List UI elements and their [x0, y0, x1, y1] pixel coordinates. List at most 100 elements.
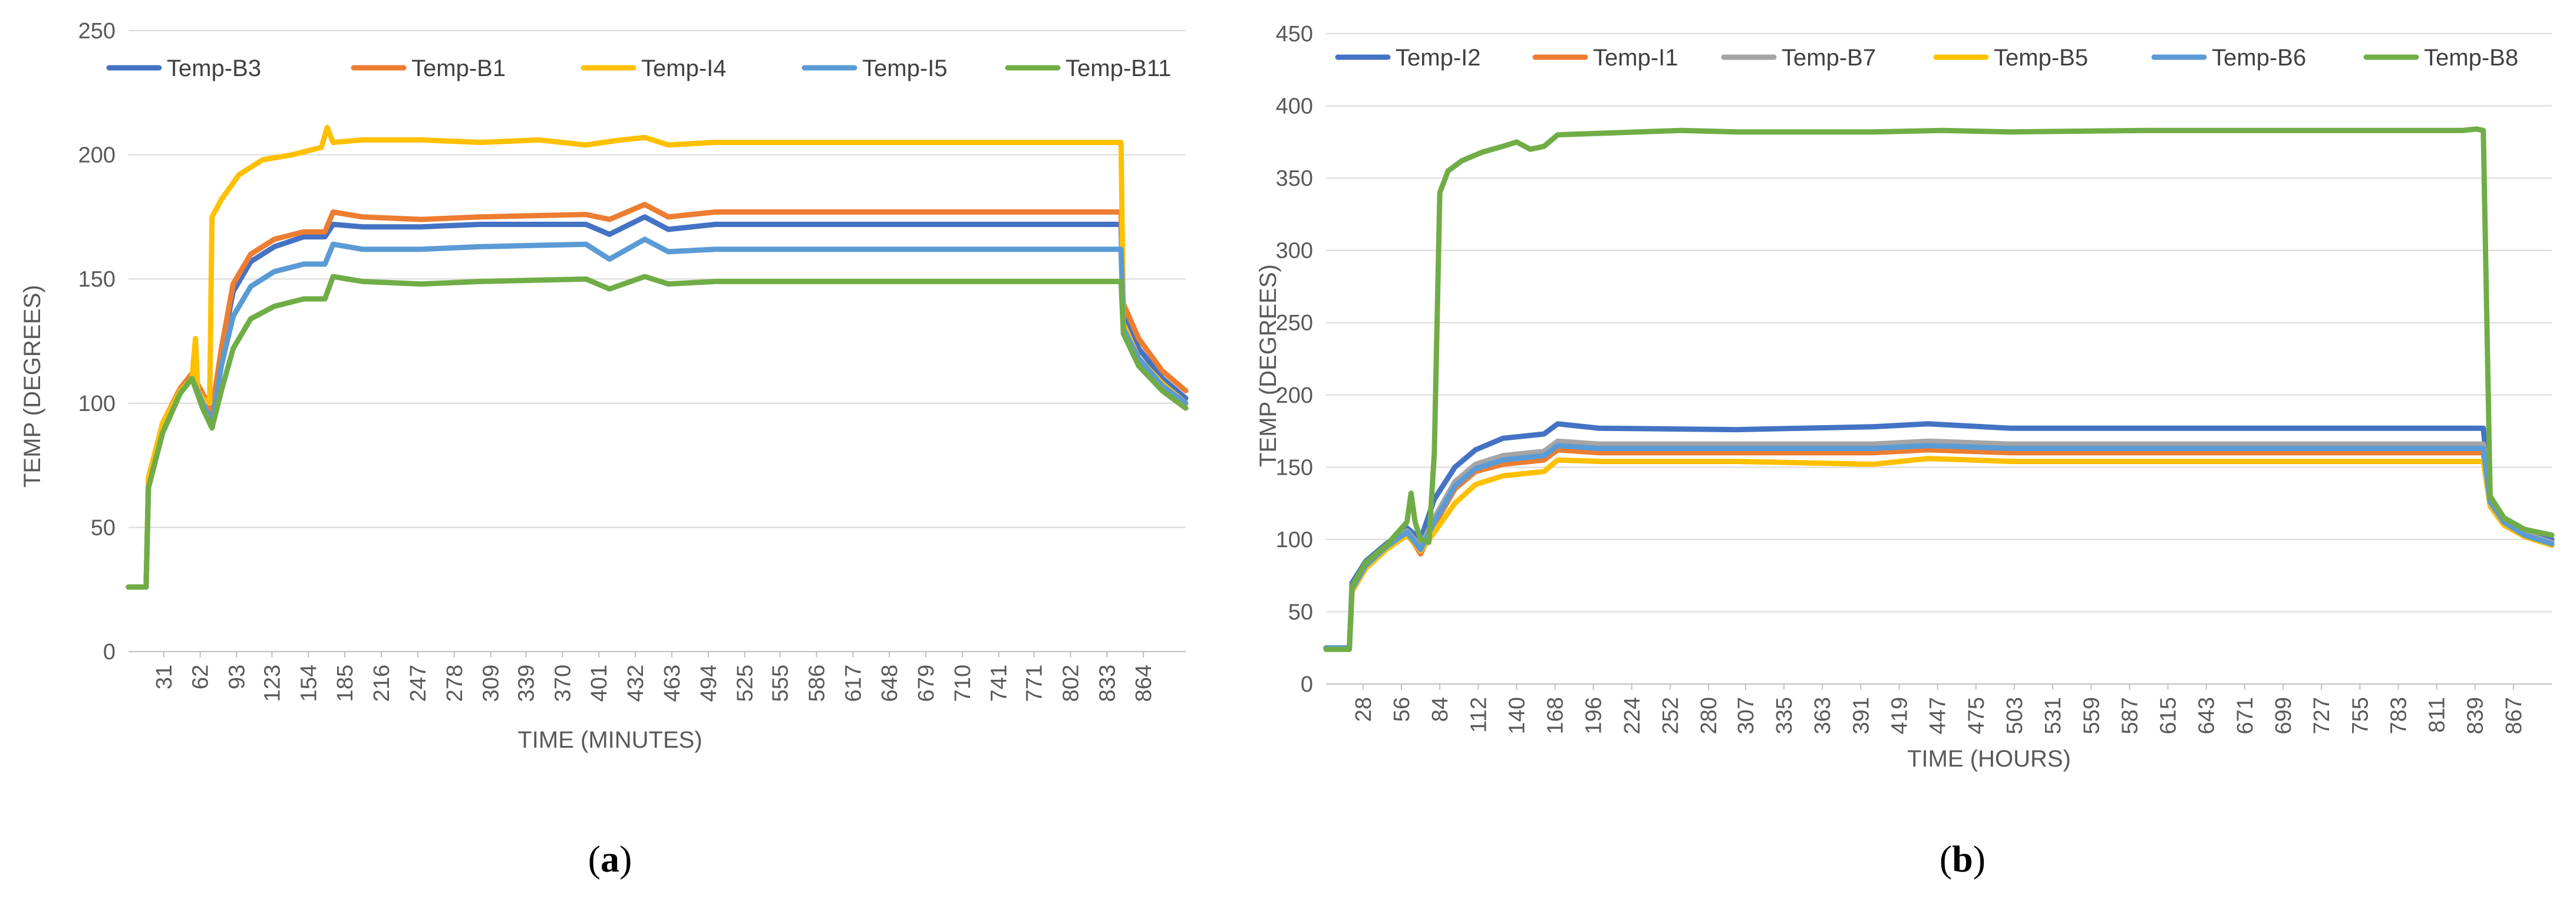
x-tick-label: 615	[2156, 697, 2181, 734]
x-tick-label: 783	[2386, 697, 2411, 734]
series-line-temp-b11	[126, 274, 1189, 590]
x-tick-label: 419	[1888, 697, 1912, 734]
caption-b: (b)	[1940, 838, 1985, 880]
x-tick-label: 741	[987, 665, 1012, 702]
x-tick-label: 503	[2003, 697, 2027, 734]
x-tick-label: 833	[1095, 665, 1120, 702]
y-tick-label: 200	[1276, 383, 1313, 408]
y-tick-label: 100	[78, 392, 116, 416]
x-tick-label: 771	[1023, 665, 1047, 702]
y-tick-label: 50	[1288, 600, 1313, 624]
x-axis-label: TIME (HOURS)	[1907, 746, 2071, 772]
x-tick-label: 699	[2271, 697, 2296, 734]
x-tick-label: 140	[1505, 697, 1529, 734]
x-axis-label: TIME (MINUTES)	[517, 727, 702, 753]
x-tick-label: 56	[1390, 697, 1414, 722]
x-tick-label: 28	[1351, 697, 1376, 722]
y-tick-label: 150	[1276, 455, 1313, 480]
x-tick-label: 494	[697, 665, 721, 702]
x-tick-label: 525	[733, 665, 758, 702]
x-tick-label: 839	[2463, 697, 2488, 734]
x-tick-label: 280	[1697, 697, 1721, 734]
x-tick-label: 679	[914, 665, 939, 702]
y-tick-label: 300	[1276, 239, 1313, 264]
x-tick-label: 309	[479, 665, 504, 702]
y-tick-label: 450	[1276, 22, 1313, 47]
series-line-temp-b1	[126, 202, 1189, 590]
x-tick-label: 216	[370, 665, 394, 702]
x-tick-label: 224	[1620, 697, 1645, 734]
series-line-temp-b5	[1323, 456, 2555, 651]
legend-label: Temp-B3	[167, 55, 261, 81]
y-tick-label: 150	[78, 267, 116, 292]
series-line-temp-i4	[126, 124, 1189, 590]
x-tick-label: 278	[443, 665, 467, 702]
series-line-temp-i1	[1323, 447, 2555, 651]
legend-label: Temp-B11	[1066, 55, 1171, 81]
x-tick-label: 252	[1658, 697, 1683, 734]
legend-label: Temp-B5	[1994, 45, 2088, 71]
y-tick-label: 250	[1276, 311, 1313, 336]
x-tick-label: 154	[296, 665, 321, 702]
x-tick-label: 391	[1849, 697, 1874, 734]
x-tick-label: 307	[1734, 697, 1759, 734]
x-tick-label: 643	[2195, 697, 2219, 734]
x-tick-label: 648	[878, 665, 902, 702]
x-tick-label: 559	[2079, 697, 2104, 734]
x-tick-label: 475	[1964, 697, 1989, 734]
y-axis-label: TEMP (DEGREES)	[1255, 264, 1281, 467]
y-axis-label: TEMP (DEGREES)	[19, 285, 45, 488]
x-tick-label: 867	[2502, 697, 2526, 734]
y-tick-label: 100	[1276, 528, 1313, 553]
x-tick-label: 864	[1132, 665, 1156, 702]
x-tick-label: 84	[1428, 697, 1453, 722]
x-tick-label: 185	[333, 665, 358, 702]
x-tick-label: 401	[587, 665, 612, 702]
x-tick-label: 335	[1772, 697, 1797, 734]
x-tick-label: 123	[260, 665, 285, 702]
legend-label: Temp-I1	[1593, 45, 1678, 71]
y-tick-label: 0	[1301, 672, 1313, 697]
series-line-temp-b8	[1323, 126, 2555, 652]
y-tick-label: 0	[103, 640, 116, 665]
x-tick-label: 587	[2117, 697, 2142, 734]
x-tick-label: 802	[1058, 665, 1083, 702]
y-tick-label: 50	[91, 515, 116, 540]
y-tick-label: 200	[78, 143, 116, 168]
x-tick-label: 370	[550, 665, 575, 702]
y-tick-label: 400	[1276, 94, 1313, 119]
x-tick-label: 555	[768, 665, 793, 702]
chart-a: 0 50 100 150 200 250 31 62 93 123 154 185 216 247 278 3…	[19, 19, 1189, 880]
x-tick-label: 62	[189, 665, 213, 689]
y-tick-label: 350	[1276, 166, 1313, 191]
series-line-temp-b3	[126, 214, 1189, 590]
x-tick-label: 196	[1582, 697, 1607, 734]
legend-label: Temp-I2	[1396, 45, 1481, 71]
series-line-temp-i5	[126, 236, 1189, 590]
x-tick-label: 617	[841, 665, 866, 702]
legend-label: Temp-I5	[862, 55, 948, 81]
x-tick-label: 93	[225, 665, 250, 689]
legend-label: Temp-B8	[2424, 45, 2518, 71]
x-tick-label: 710	[951, 665, 975, 702]
x-tick-label: 727	[2310, 697, 2334, 734]
x-tick-label: 463	[660, 665, 685, 702]
chart-b: 0 50 100 150 200 250 300 350 400 450 28 56 84 112 140 1…	[1255, 22, 2555, 880]
legend-label: Temp-B6	[2212, 45, 2306, 71]
legend-label: Temp-B1	[411, 55, 506, 81]
x-tick-label: 671	[2233, 697, 2258, 734]
x-tick-label: 363	[1810, 697, 1835, 734]
caption-a: (a)	[588, 838, 632, 880]
legend-label: Temp-B7	[1782, 45, 1876, 71]
x-tick-label: 31	[152, 665, 177, 689]
x-tick-label: 168	[1543, 697, 1568, 734]
x-tick-label: 811	[2425, 697, 2450, 733]
x-tick-label: 432	[624, 665, 648, 702]
caption-letter: b	[1952, 838, 1973, 880]
legend-label: Temp-I4	[641, 55, 727, 81]
x-tick-label: 447	[1926, 697, 1951, 734]
x-tick-label: 755	[2348, 697, 2373, 734]
x-tick-label: 531	[2041, 697, 2066, 734]
series-line-temp-b7	[1323, 438, 2555, 651]
